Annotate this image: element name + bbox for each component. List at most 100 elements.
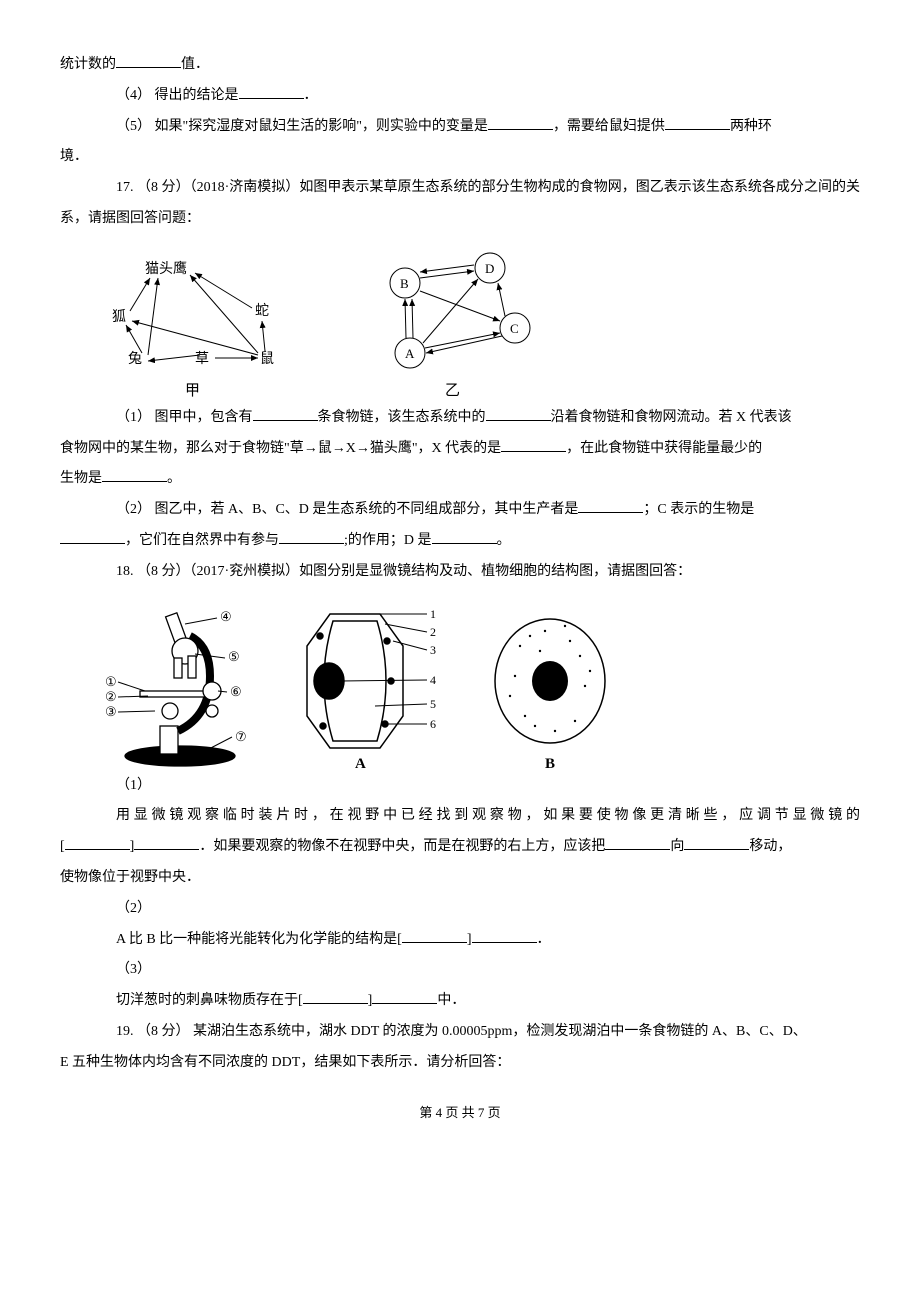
label-a: A [355,756,366,771]
q18-1-text: 用显微镜观察临时装片时，在视野中已经找到观察物，如果要使物像更清晰些，应调节显微… [60,801,860,832]
diagram-animal-cell: B [485,596,625,771]
stage [140,691,210,697]
text: 第 4 页 共 7 页 [419,1105,500,1120]
label-d: D [485,261,494,276]
text: E 五种生物体内均含有不同浓度的 DDT，结果如下表所示．请分析回答： [60,1055,510,1070]
label-rabbit: 兔 [128,351,142,367]
chloroplast [317,633,323,639]
fill-blank[interactable] [253,403,318,421]
edge [262,321,265,351]
text: 17. （8 分）（2018·济南模拟）如图甲表示某草原生态系统的部分生物构成的… [60,180,860,226]
edge [148,278,158,355]
text-line: 食物网中的某生物，那么对于食物链"草→鼠→X→猫头鹰"，X 代表的是，在此食物链… [60,434,860,465]
fill-blank[interactable] [303,986,368,1004]
edge [126,325,142,353]
edge [132,321,258,355]
q18-3-text: 切洋葱时的刺鼻味物质存在于[]中． [60,986,860,1017]
edge [190,275,258,353]
fill-blank[interactable] [472,925,537,943]
fill-blank[interactable] [65,832,130,850]
label: ② [105,689,117,704]
text: 中． [437,993,465,1008]
label-b: B [400,276,409,291]
label: 5 [430,697,436,711]
fill-blank[interactable] [488,112,553,130]
text: 用显微镜观察临时装片时，在视野中已经找到观察物，如果要使物像更清晰些，应调节显微… [116,808,860,823]
text: 沿着食物链和食物网流动。若 X 代表该 [551,410,792,425]
text: A 比 B 比一种能将光能转化为化学能的结构是[ [116,932,402,947]
text-line: 生物是。 [60,464,860,495]
text: 切洋葱时的刺鼻味物质存在于[ [116,993,303,1008]
edge [425,333,500,348]
fill-blank[interactable] [605,832,670,850]
q18-2-label: （2） [60,894,860,925]
mirror [162,703,178,719]
label-snake: 蛇 [255,303,269,319]
leader [185,618,217,624]
label: 1 [430,607,436,621]
question-19: 19. （8 分） 某湖泊生态系统中，湖水 DDT 的浓度为 0.00005pp… [60,1017,860,1048]
fill-blank[interactable] [665,112,730,130]
text: ． [537,932,551,947]
text: ，它们在自然界中有参与 [125,533,279,548]
q18-1-label: （1） [60,771,860,802]
fill-blank[interactable] [372,986,437,1004]
text-line: 境． [60,142,860,173]
text: 19. （8 分） 某湖泊生态系统中，湖水 DDT 的浓度为 0.00005pp… [116,1024,807,1039]
text: ． [304,88,318,103]
fill-blank[interactable] [239,81,304,99]
text: ，需要给鼠妇提供 [553,119,665,134]
chloroplast [320,723,326,729]
text: ，在此食物链中获得能量最少的 [566,441,762,456]
leader [118,711,155,712]
fill-blank[interactable] [578,495,643,513]
fill-blank[interactable] [432,526,497,544]
nucleus [532,661,568,701]
question-17: 17. （8 分）（2018·济南模拟）如图甲表示某草原生态系统的部分生物构成的… [60,173,860,235]
fill-blank[interactable] [486,403,551,421]
fill-blank[interactable] [279,526,344,544]
text: 统计数的 [60,57,116,72]
text: 移动， [749,839,791,854]
objective2 [188,656,196,678]
q18-2-text: A 比 B 比一种能将光能转化为化学能的结构是[]． [60,925,860,956]
fill-blank[interactable] [134,832,199,850]
edge [498,283,505,316]
fill-blank[interactable] [684,832,749,850]
label: ⑤ [228,649,240,664]
fill-blank[interactable] [102,465,167,483]
text: 。 [497,533,511,548]
text-line: （4） 得出的结论是． [60,81,860,112]
label-mouse: 鼠 [260,351,274,367]
label-c: C [510,321,519,336]
text-line: 统计数的值． [60,50,860,81]
chloroplast [384,638,390,644]
text: 条食物链，该生态系统中的 [318,410,486,425]
edge [420,291,500,321]
label-b: B [545,756,555,771]
text: ；C 表示的生物是 [643,502,754,517]
fill-blank[interactable] [60,526,125,544]
text: 使物像位于视野中央． [60,870,200,885]
edge [405,299,406,338]
fill-blank[interactable] [402,925,467,943]
text: 向 [670,839,684,854]
label: ① [105,674,117,689]
fill-blank[interactable] [116,50,181,68]
text-line: 使物像位于视野中央． [60,863,860,894]
text: （2） [116,901,151,916]
label-grass: 草 [195,351,209,367]
fine-knob [206,705,218,717]
base [125,746,235,766]
text: ．如果要观察的物像不在视野中央，而是在视野的右上方，应该把 [199,839,605,854]
text: （1） [116,778,151,793]
figure-food-web: 猫头鹰 狐 兔 蛇 草 鼠 甲 A B C D 乙 [100,243,860,403]
text: ;的作用；D 是 [344,533,432,548]
text: （2） 图乙中，若 A、B、C、D 是生态系统的不同组成部分，其中生产者是 [116,502,578,517]
text: 。 [167,471,181,486]
text-line: （5） 如果"探究湿度对鼠妇生活的影响"，则实验中的变量是，需要给鼠妇提供两种环 [60,112,860,143]
fill-blank[interactable] [501,434,566,452]
label-owl: 猫头鹰 [145,261,187,277]
page-footer: 第 4 页 共 7 页 [60,1099,860,1128]
text-line: E 五种生物体内均含有不同浓度的 DDT，结果如下表所示．请分析回答： [60,1048,860,1079]
